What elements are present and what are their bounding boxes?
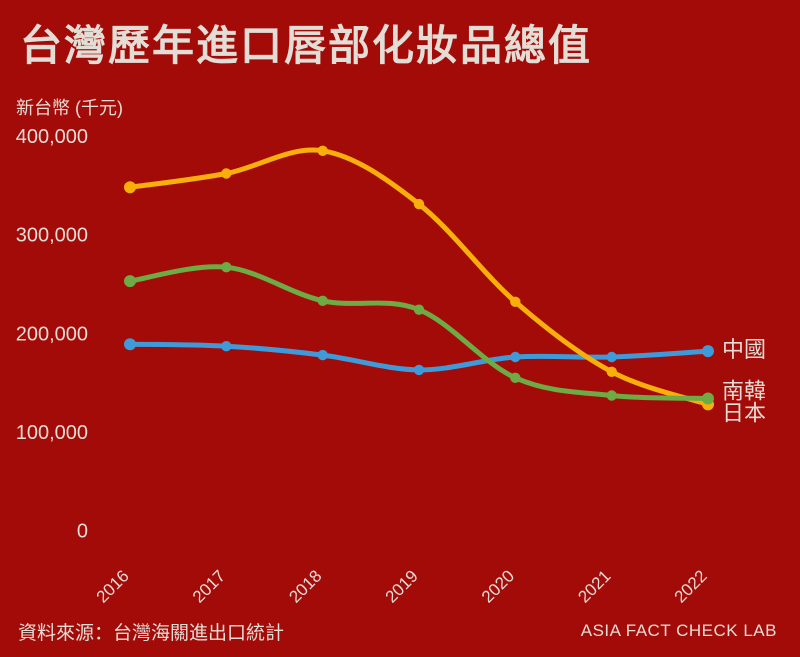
y-axis-tick-label: 100,000 [16, 422, 88, 444]
x-axis-tick-label: 2021 [574, 566, 614, 606]
data-point-japan-2019 [413, 198, 425, 210]
data-point-korea-2018 [317, 295, 328, 306]
y-axis-unit-label: 新台幣 (千元) [16, 98, 123, 118]
x-axis-tick-label: 2017 [189, 566, 229, 606]
credit-label: ASIA FACT CHECK LAB [580, 621, 777, 640]
data-point-china-2016 [124, 338, 136, 351]
source-note: 資料來源：台灣海關進出口統計 [18, 623, 285, 644]
data-point-china-2022 [702, 345, 714, 358]
y-axis-tick-label: 200,000 [16, 323, 88, 345]
x-axis-tick-label: 2018 [285, 566, 325, 606]
data-point-china-2017 [221, 341, 232, 352]
data-point-korea-2020 [510, 372, 521, 383]
data-point-korea-2022 [702, 392, 714, 405]
legend-label-japan: 日本 [722, 400, 766, 425]
data-point-japan-2018 [317, 145, 328, 156]
data-point-japan-2016 [124, 181, 136, 194]
y-axis-tick-label: 0 [77, 521, 88, 543]
data-point-japan-2021 [606, 366, 617, 377]
data-point-china-2021 [606, 351, 617, 363]
data-point-japan-2020 [510, 296, 521, 307]
data-point-china-2020 [510, 351, 521, 363]
data-point-korea-2017 [221, 262, 232, 273]
chart-title: 台灣歷年進口唇部化妝品總值 [20, 22, 593, 69]
data-point-korea-2019 [413, 304, 425, 315]
x-axis-tick-label: 2020 [478, 566, 518, 606]
data-point-japan-2017 [221, 168, 232, 179]
data-point-china-2018 [317, 349, 328, 361]
data-point-korea-2016 [124, 275, 136, 288]
x-axis-tick-label: 2022 [671, 566, 711, 606]
y-axis-tick-label: 300,000 [16, 225, 88, 247]
data-point-china-2019 [413, 364, 425, 376]
y-axis-tick-label: 400,000 [16, 126, 88, 148]
x-axis-tick-label: 2016 [93, 566, 133, 606]
legend-label-china: 中國 [722, 337, 766, 362]
data-point-korea-2021 [606, 390, 617, 401]
x-axis-tick-label: 2019 [382, 566, 422, 606]
legend-label-korea: 南韓 [722, 379, 766, 404]
